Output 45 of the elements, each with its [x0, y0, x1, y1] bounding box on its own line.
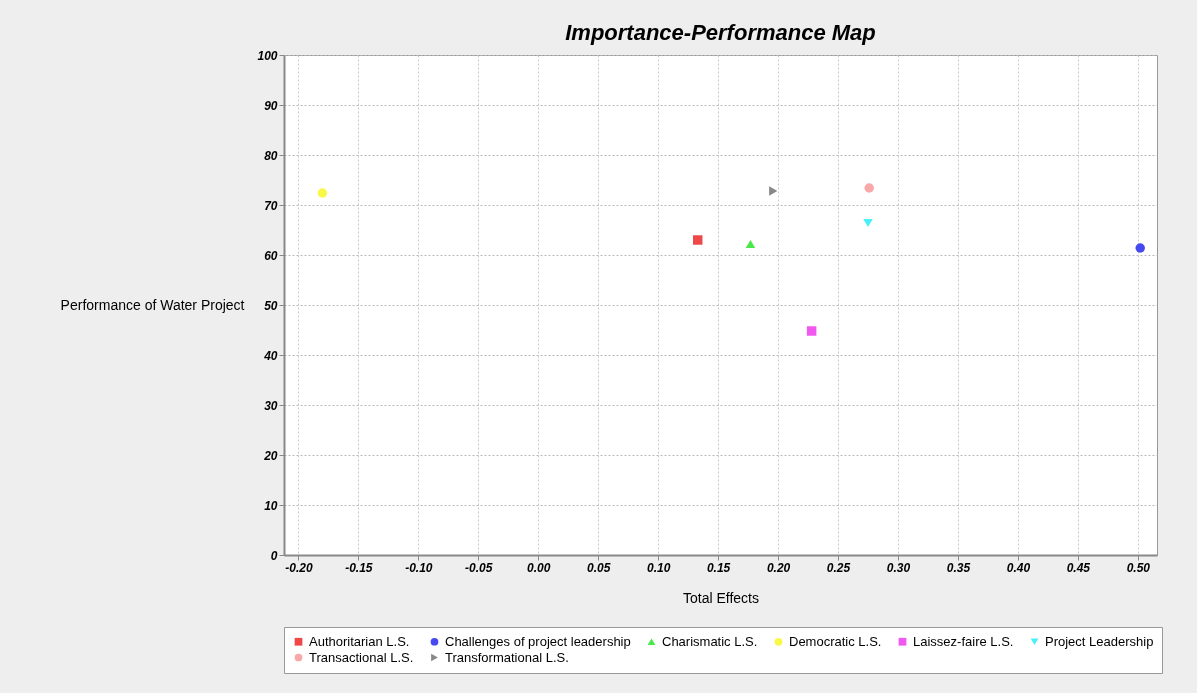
x-tick-label: -0.15 — [345, 560, 373, 575]
x-tick-label: -0.20 — [285, 560, 313, 575]
point — [317, 188, 328, 198]
y-tick-label: 90 — [264, 98, 278, 113]
point — [806, 326, 817, 336]
x-tick-label: 0.35 — [946, 560, 971, 575]
y-axis-title: Performance of Water Project — [60, 296, 245, 313]
legend-label: Authoritarian L.S. — [309, 633, 410, 649]
legend-label: Transformational L.S. — [445, 649, 569, 665]
y-tick-label: 20 — [263, 448, 278, 463]
x-tick-label: 0.05 — [587, 560, 611, 575]
y-tick-label: 60 — [264, 248, 278, 263]
point — [863, 218, 873, 228]
point — [745, 239, 756, 249]
x-tick-label: -0.05 — [465, 560, 493, 575]
x-tick-label: 0.00 — [527, 560, 551, 575]
legend-label: Challenges of project leadership — [445, 633, 631, 649]
x-tick-label: -0.10 — [405, 560, 433, 575]
legend-label: Laissez-faire L.S. — [913, 633, 1014, 649]
legend-label: Charismatic L.S. — [662, 633, 758, 649]
legend-label: Project Leadership — [1045, 633, 1154, 649]
x-tick-label: 0.40 — [1006, 560, 1031, 575]
legend-label: Democratic L.S. — [789, 633, 882, 649]
point — [1135, 243, 1145, 253]
x-tick-label: 0.10 — [646, 560, 671, 575]
y-tick-label: 80 — [264, 148, 278, 163]
y-tick-label: 30 — [264, 398, 278, 413]
y-tick-label: 40 — [263, 348, 278, 363]
x-tick-label: 0.25 — [826, 560, 851, 575]
y-tick-label: 70 — [264, 198, 278, 213]
x-tick-label: 0.20 — [766, 560, 791, 575]
y-tick-label: 50 — [264, 298, 278, 313]
x-tick-label: 0.15 — [706, 560, 731, 575]
point — [864, 183, 874, 193]
y-tick-label: 100 — [257, 48, 278, 63]
legend-label: Transactional L.S. — [309, 649, 414, 665]
x-axis-title: Total Effects — [682, 589, 760, 606]
x-tick-label: 0.50 — [1126, 560, 1151, 575]
x-tick-label: 0.45 — [1066, 560, 1091, 575]
x-tick-label: 0.30 — [886, 560, 911, 575]
point — [769, 186, 778, 196]
chart-title: Importance-Performance Map — [565, 20, 876, 45]
y-tick-label: 10 — [264, 498, 278, 513]
y-tick-label: 0 — [270, 548, 278, 563]
point — [692, 235, 703, 245]
